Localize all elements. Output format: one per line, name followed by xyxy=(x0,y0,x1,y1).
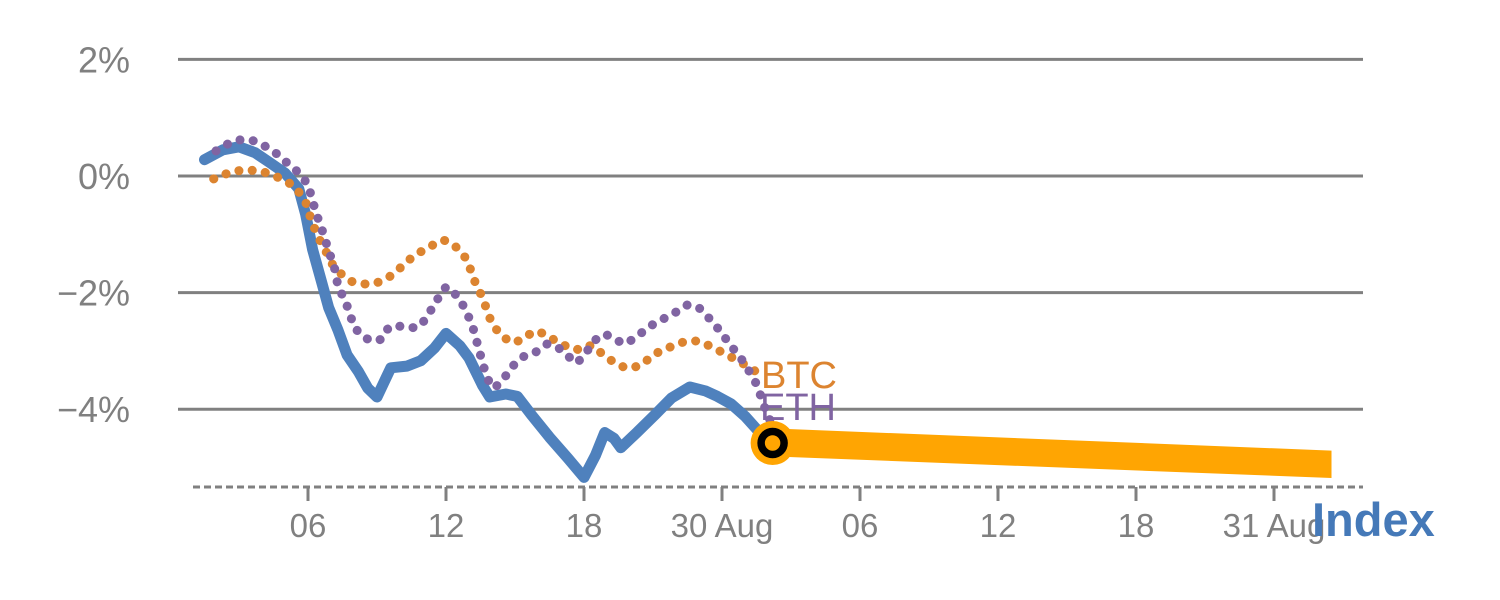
y-axis-label: −2% xyxy=(57,273,130,314)
x-axis-label: 18 xyxy=(1118,507,1155,544)
x-axis-label: 18 xyxy=(566,507,603,544)
x-axis-label: 12 xyxy=(980,507,1017,544)
x-axis-group xyxy=(193,485,1363,501)
index-line xyxy=(199,141,774,483)
current-point-marker xyxy=(757,427,788,459)
x-axis-label: 31 Aug xyxy=(1223,507,1326,544)
x-axis-labels-group: 06 12 18 30 Aug 06 12 18 31 Aug xyxy=(290,507,1326,544)
forecast-band-group xyxy=(750,421,1332,478)
btc-line xyxy=(209,165,761,377)
x-axis-label: 30 Aug xyxy=(671,507,774,544)
index-series-label: Index xyxy=(1312,493,1435,546)
y-axis-label: 2% xyxy=(78,39,130,80)
x-axis-label: 06 xyxy=(842,507,879,544)
x-axis-label: 12 xyxy=(428,507,465,544)
eth-line xyxy=(211,135,775,426)
y-axis-label: −4% xyxy=(57,389,130,430)
y-axis-label: 0% xyxy=(78,156,130,197)
eth-series-label: ETH xyxy=(760,387,836,429)
forecast-band xyxy=(772,428,1332,478)
x-axis-label: 06 xyxy=(290,507,327,544)
series-labels-group: BTC ETH Index xyxy=(760,355,1435,546)
current-point-marker-group xyxy=(757,427,788,459)
y-axis-labels-group: 2% 0% −2% −4% xyxy=(57,39,130,430)
series-lines-group xyxy=(199,135,775,483)
btc-series-label: BTC xyxy=(761,355,837,397)
gridlines-group xyxy=(178,57,1363,411)
